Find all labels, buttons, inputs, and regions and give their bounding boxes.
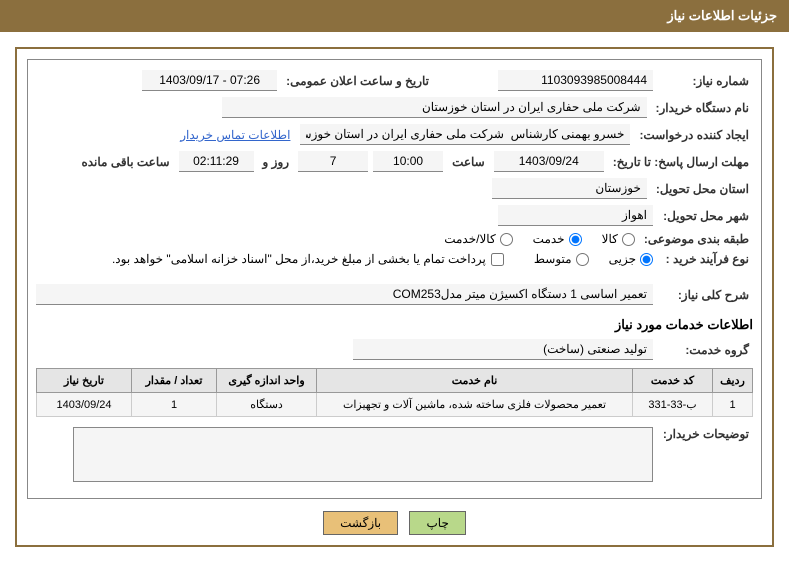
buyer-org-field: [222, 97, 647, 118]
th-date: تاریخ نیاز: [37, 369, 132, 393]
radio-medium[interactable]: [576, 253, 589, 266]
radio-goods-text: کالا: [602, 232, 618, 246]
service-group-field: [353, 339, 653, 360]
th-name: نام خدمت: [317, 369, 633, 393]
td-code: ب-33-331: [633, 393, 713, 417]
requester-field: [300, 124, 630, 145]
payment-checkbox[interactable]: [491, 253, 504, 266]
td-name: تعمیر محصولات فلزی ساخته شده، ماشین آلات…: [317, 393, 633, 417]
description-field: [36, 284, 653, 305]
td-date: 1403/09/24: [37, 393, 132, 417]
days-remain-field: [298, 151, 368, 172]
row-need-number: شماره نیاز: تاریخ و ساعت اعلان عمومی:: [36, 70, 753, 91]
buyer-org-label: نام دستگاه خریدار:: [652, 101, 754, 115]
radio-medium-text: متوسط: [534, 252, 572, 266]
row-process: نوع فرآیند خرید : جزیی متوسط پرداخت تمام…: [36, 252, 753, 266]
row-description: شرح کلی نیاز:: [36, 284, 753, 305]
page-title: جزئیات اطلاعات نیاز: [667, 8, 777, 23]
page-header: جزئیات اطلاعات نیاز: [0, 0, 789, 32]
requester-label: ایجاد کننده درخواست:: [635, 128, 753, 142]
button-row: چاپ بازگشت: [27, 511, 762, 535]
announce-date-label: تاریخ و ساعت اعلان عمومی:: [282, 74, 433, 88]
table-header-row: ردیف کد خدمت نام خدمت واحد اندازه گیری ت…: [37, 369, 753, 393]
time-remain-field: [179, 151, 254, 172]
row-category: طبقه بندی موضوعی: کالا خدمت کالا/خدمت: [36, 232, 753, 246]
row-province: استان محل تحویل:: [36, 178, 753, 199]
buyer-notes-field: [73, 427, 653, 482]
radio-service[interactable]: [569, 233, 582, 246]
need-number-field: [498, 70, 653, 91]
remain-label: ساعت باقی مانده: [77, 155, 173, 169]
days-label: روز و: [259, 155, 294, 169]
radio-goods-label[interactable]: کالا: [602, 232, 635, 246]
contact-link[interactable]: اطلاعات تماس خریدار: [175, 128, 295, 142]
td-row: 1: [713, 393, 753, 417]
radio-partial-text: جزیی: [609, 252, 636, 266]
description-label: شرح کلی نیاز:: [658, 288, 753, 302]
content-box: شماره نیاز: تاریخ و ساعت اعلان عمومی: نا…: [27, 59, 762, 499]
services-table: ردیف کد خدمت نام خدمت واحد اندازه گیری ت…: [36, 368, 753, 417]
radio-both[interactable]: [500, 233, 513, 246]
city-label: شهر محل تحویل:: [658, 209, 753, 223]
row-city: شهر محل تحویل:: [36, 205, 753, 226]
time-label: ساعت: [448, 155, 489, 169]
need-number-label: شماره نیاز:: [658, 74, 753, 88]
process-radio-group: جزیی متوسط: [534, 252, 653, 266]
payment-note: پرداخت تمام یا بخشی از مبلغ خرید،از محل …: [112, 252, 486, 266]
services-section-title: اطلاعات خدمات مورد نیاز: [36, 317, 753, 333]
td-qty: 1: [132, 393, 217, 417]
table-row: 1 ب-33-331 تعمیر محصولات فلزی ساخته شده،…: [37, 393, 753, 417]
deadline-label: مهلت ارسال پاسخ: تا تاریخ:: [609, 155, 753, 169]
radio-both-text: کالا/خدمت: [444, 232, 495, 246]
process-label: نوع فرآیند خرید :: [658, 252, 753, 266]
category-label: طبقه بندی موضوعی:: [640, 232, 753, 246]
back-button[interactable]: بازگشت: [323, 511, 398, 535]
th-unit: واحد اندازه گیری: [217, 369, 317, 393]
province-label: استان محل تحویل:: [652, 182, 753, 196]
service-group-label: گروه خدمت:: [658, 343, 753, 357]
province-field: [492, 178, 647, 199]
print-button[interactable]: چاپ: [409, 511, 465, 535]
city-field: [498, 205, 653, 226]
th-row: ردیف: [713, 369, 753, 393]
row-buyer-org: نام دستگاه خریدار:: [36, 97, 753, 118]
td-unit: دستگاه: [217, 393, 317, 417]
deadline-time-field: [373, 151, 443, 172]
radio-goods[interactable]: [622, 233, 635, 246]
radio-partial-label[interactable]: جزیی: [609, 252, 653, 266]
radio-service-label[interactable]: خدمت: [533, 232, 582, 246]
main-container: شماره نیاز: تاریخ و ساعت اعلان عمومی: نا…: [15, 47, 774, 547]
radio-service-text: خدمت: [533, 232, 565, 246]
radio-both-label[interactable]: کالا/خدمت: [444, 232, 512, 246]
row-buyer-notes: توضیحات خریدار:: [36, 427, 753, 482]
th-code: کد خدمت: [633, 369, 713, 393]
payment-checkbox-row: پرداخت تمام یا بخشی از مبلغ خرید،از محل …: [112, 252, 504, 266]
row-requester: ایجاد کننده درخواست: اطلاعات تماس خریدار: [36, 124, 753, 145]
radio-medium-label[interactable]: متوسط: [534, 252, 589, 266]
th-qty: تعداد / مقدار: [132, 369, 217, 393]
announce-date-field: [142, 70, 277, 91]
row-deadline: مهلت ارسال پاسخ: تا تاریخ: ساعت روز و سا…: [36, 151, 753, 172]
row-service-group: گروه خدمت:: [36, 339, 753, 360]
buyer-notes-label: توضیحات خریدار:: [658, 427, 753, 441]
radio-partial[interactable]: [640, 253, 653, 266]
deadline-date-field: [494, 151, 604, 172]
category-radio-group: کالا خدمت کالا/خدمت: [444, 232, 635, 246]
